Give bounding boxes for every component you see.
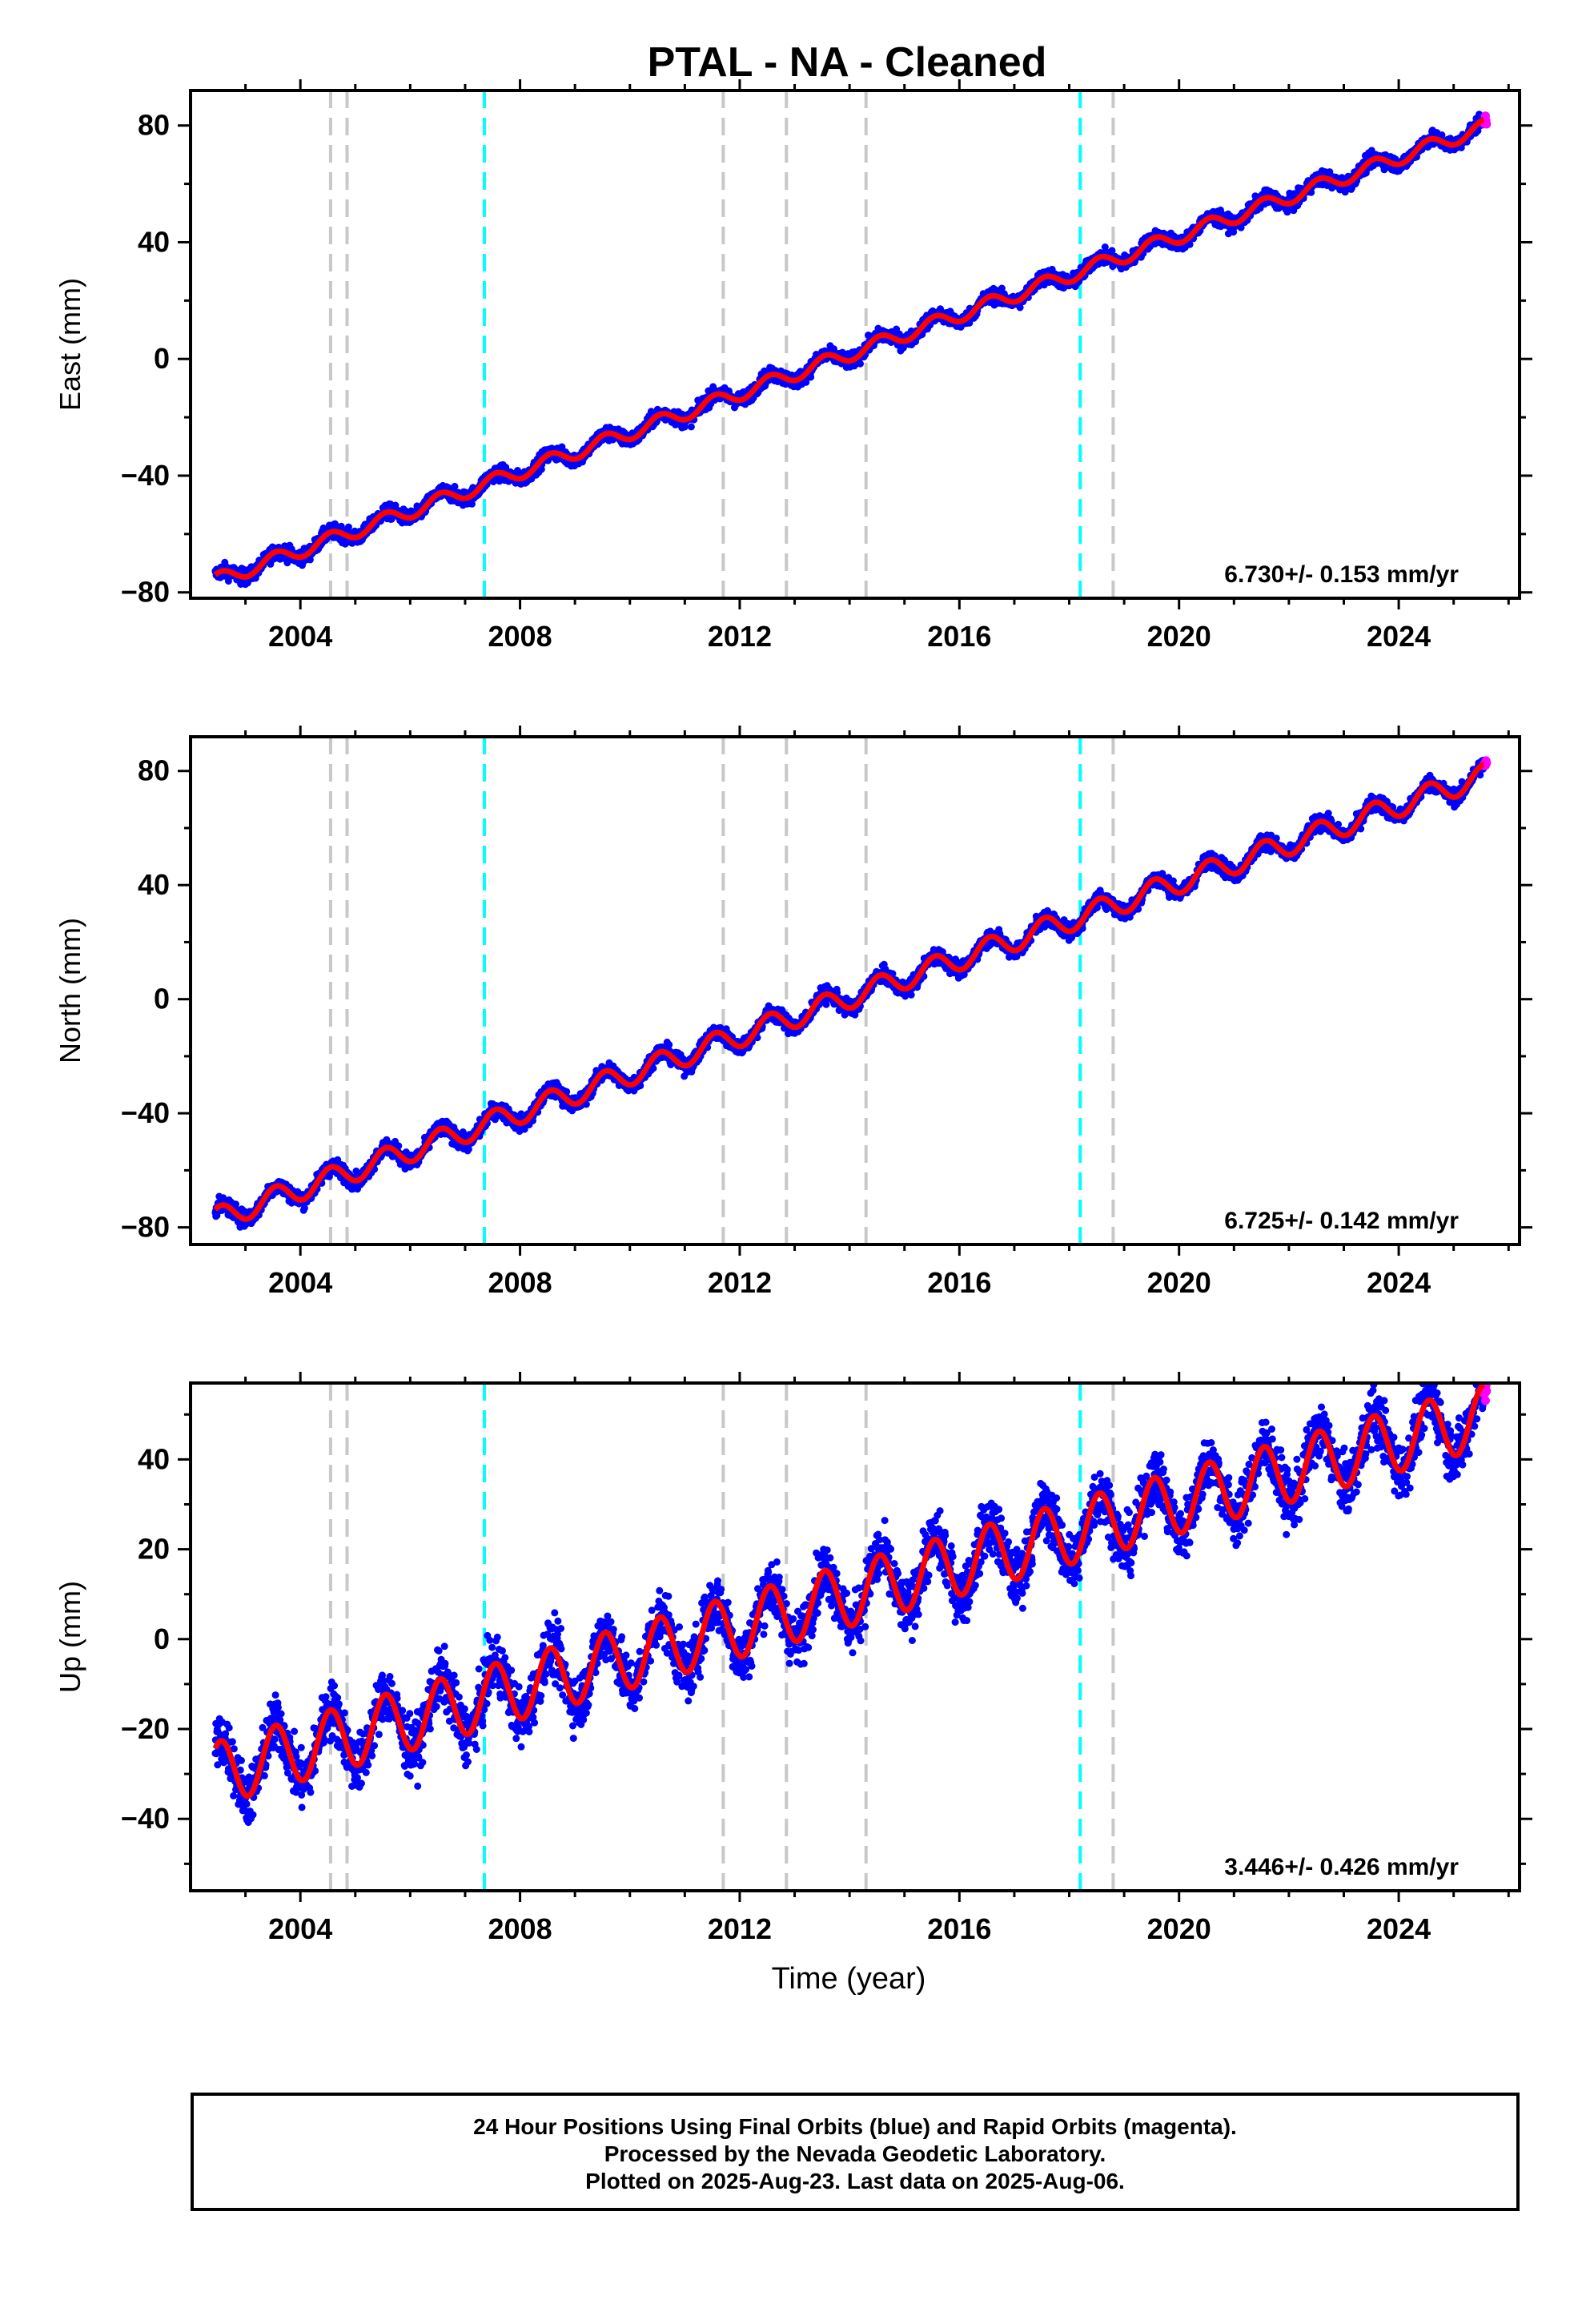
footer-box: 24 Hour Positions Using Final Orbits (bl…: [191, 2093, 1520, 2211]
rapid-orbit-point: [1482, 758, 1492, 768]
x-tick-label: 2008: [488, 620, 552, 653]
y-tick-label: −80: [121, 1211, 170, 1244]
y-tick-label: −80: [121, 576, 170, 609]
rapid-orbit-point: [1482, 1386, 1492, 1396]
y-tick-label: 0: [154, 342, 170, 375]
y-tick-label: −40: [121, 1096, 170, 1129]
x-tick-label: 2024: [1367, 1912, 1431, 1945]
rate-label: 6.725+/- 0.142 mm/yr: [1224, 1208, 1459, 1234]
plot-frame: [189, 89, 1521, 600]
x-tick-label: 2020: [1147, 1912, 1211, 1945]
x-tick-label: 2016: [927, 1266, 991, 1299]
y-tick-label: −40: [121, 1802, 170, 1835]
x-tick-label: 2004: [268, 620, 332, 653]
x-tick-label: 2004: [268, 1266, 332, 1299]
y-tick-label: −40: [121, 459, 170, 492]
y-tick-label: 80: [138, 109, 170, 142]
rapid-orbit-point: [1480, 1373, 1489, 1382]
x-tick-label: 2020: [1147, 620, 1211, 653]
y-tick-label: 0: [154, 983, 170, 1015]
x-tick-label: 2012: [708, 1266, 772, 1299]
rate-label: 6.730+/- 0.153 mm/yr: [1224, 561, 1459, 588]
x-tick-label: 2012: [708, 1912, 772, 1945]
footer-line-2: Processed by the Nevada Geodetic Laborat…: [604, 2141, 1106, 2166]
model-fit-line: [212, 1383, 1485, 1799]
y-axis-label: Up (mm): [54, 1581, 86, 1693]
y-axis-label: North (mm): [54, 918, 86, 1063]
model-fit-line: [213, 762, 1485, 1222]
y-tick-label: 0: [154, 1622, 170, 1655]
rate-label: 3.446+/- 0.426 mm/yr: [1224, 1854, 1459, 1880]
y-tick-label: −20: [121, 1712, 170, 1745]
y-tick-label: 20: [138, 1533, 170, 1566]
x-tick-label: 2004: [268, 1912, 332, 1945]
x-axis-label: Time (year): [772, 1962, 926, 1996]
x-tick-label: 2024: [1367, 1266, 1431, 1299]
plot-frame: [189, 1381, 1521, 1892]
panel-east: 2004 2008 2012 2016 2020 2024 −80 −40 0 40 80 East …: [54, 79, 1532, 653]
x-tick-label: 2020: [1147, 1266, 1211, 1299]
y-tick-label: 40: [138, 225, 170, 258]
x-tick-label: 2024: [1367, 620, 1431, 653]
y-axis-label: East (mm): [54, 278, 86, 411]
panel-up: 2004 2008 2012 2016 2020 2024 −40 −20 0 20 40 Up (m…: [54, 1372, 1532, 1945]
y-tick-label: 80: [138, 754, 170, 787]
panel-north: 2004 2008 2012 2016 2020 2024 −80 −40 0 40 80 North…: [54, 726, 1532, 1299]
panels-group: 2004 2008 2012 2016 2020 2024 −80 −40 0 40 80 East …: [54, 79, 1532, 1945]
x-tick-label: 2008: [488, 1266, 552, 1299]
x-tick-label: 2016: [927, 620, 991, 653]
footer-line-1: 24 Hour Positions Using Final Orbits (bl…: [473, 2114, 1237, 2139]
model-fit-line: [213, 117, 1485, 580]
x-tick-label: 2016: [927, 1912, 991, 1945]
rapid-orbit-point: [1480, 1396, 1490, 1405]
plot-frame: [189, 735, 1521, 1246]
final-orbit-scatter: [211, 1383, 1488, 1827]
x-tick-label: 2008: [488, 1912, 552, 1945]
figure-title: PTAL - NA - Cleaned: [648, 39, 1047, 86]
final-orbit-points: [211, 1373, 1492, 1827]
y-tick-label: 40: [138, 868, 170, 901]
footer-line-3: Plotted on 2025-Aug-23. Last data on 202…: [585, 2169, 1125, 2193]
x-tick-label: 2012: [708, 620, 772, 653]
y-tick-label: 40: [138, 1442, 170, 1475]
